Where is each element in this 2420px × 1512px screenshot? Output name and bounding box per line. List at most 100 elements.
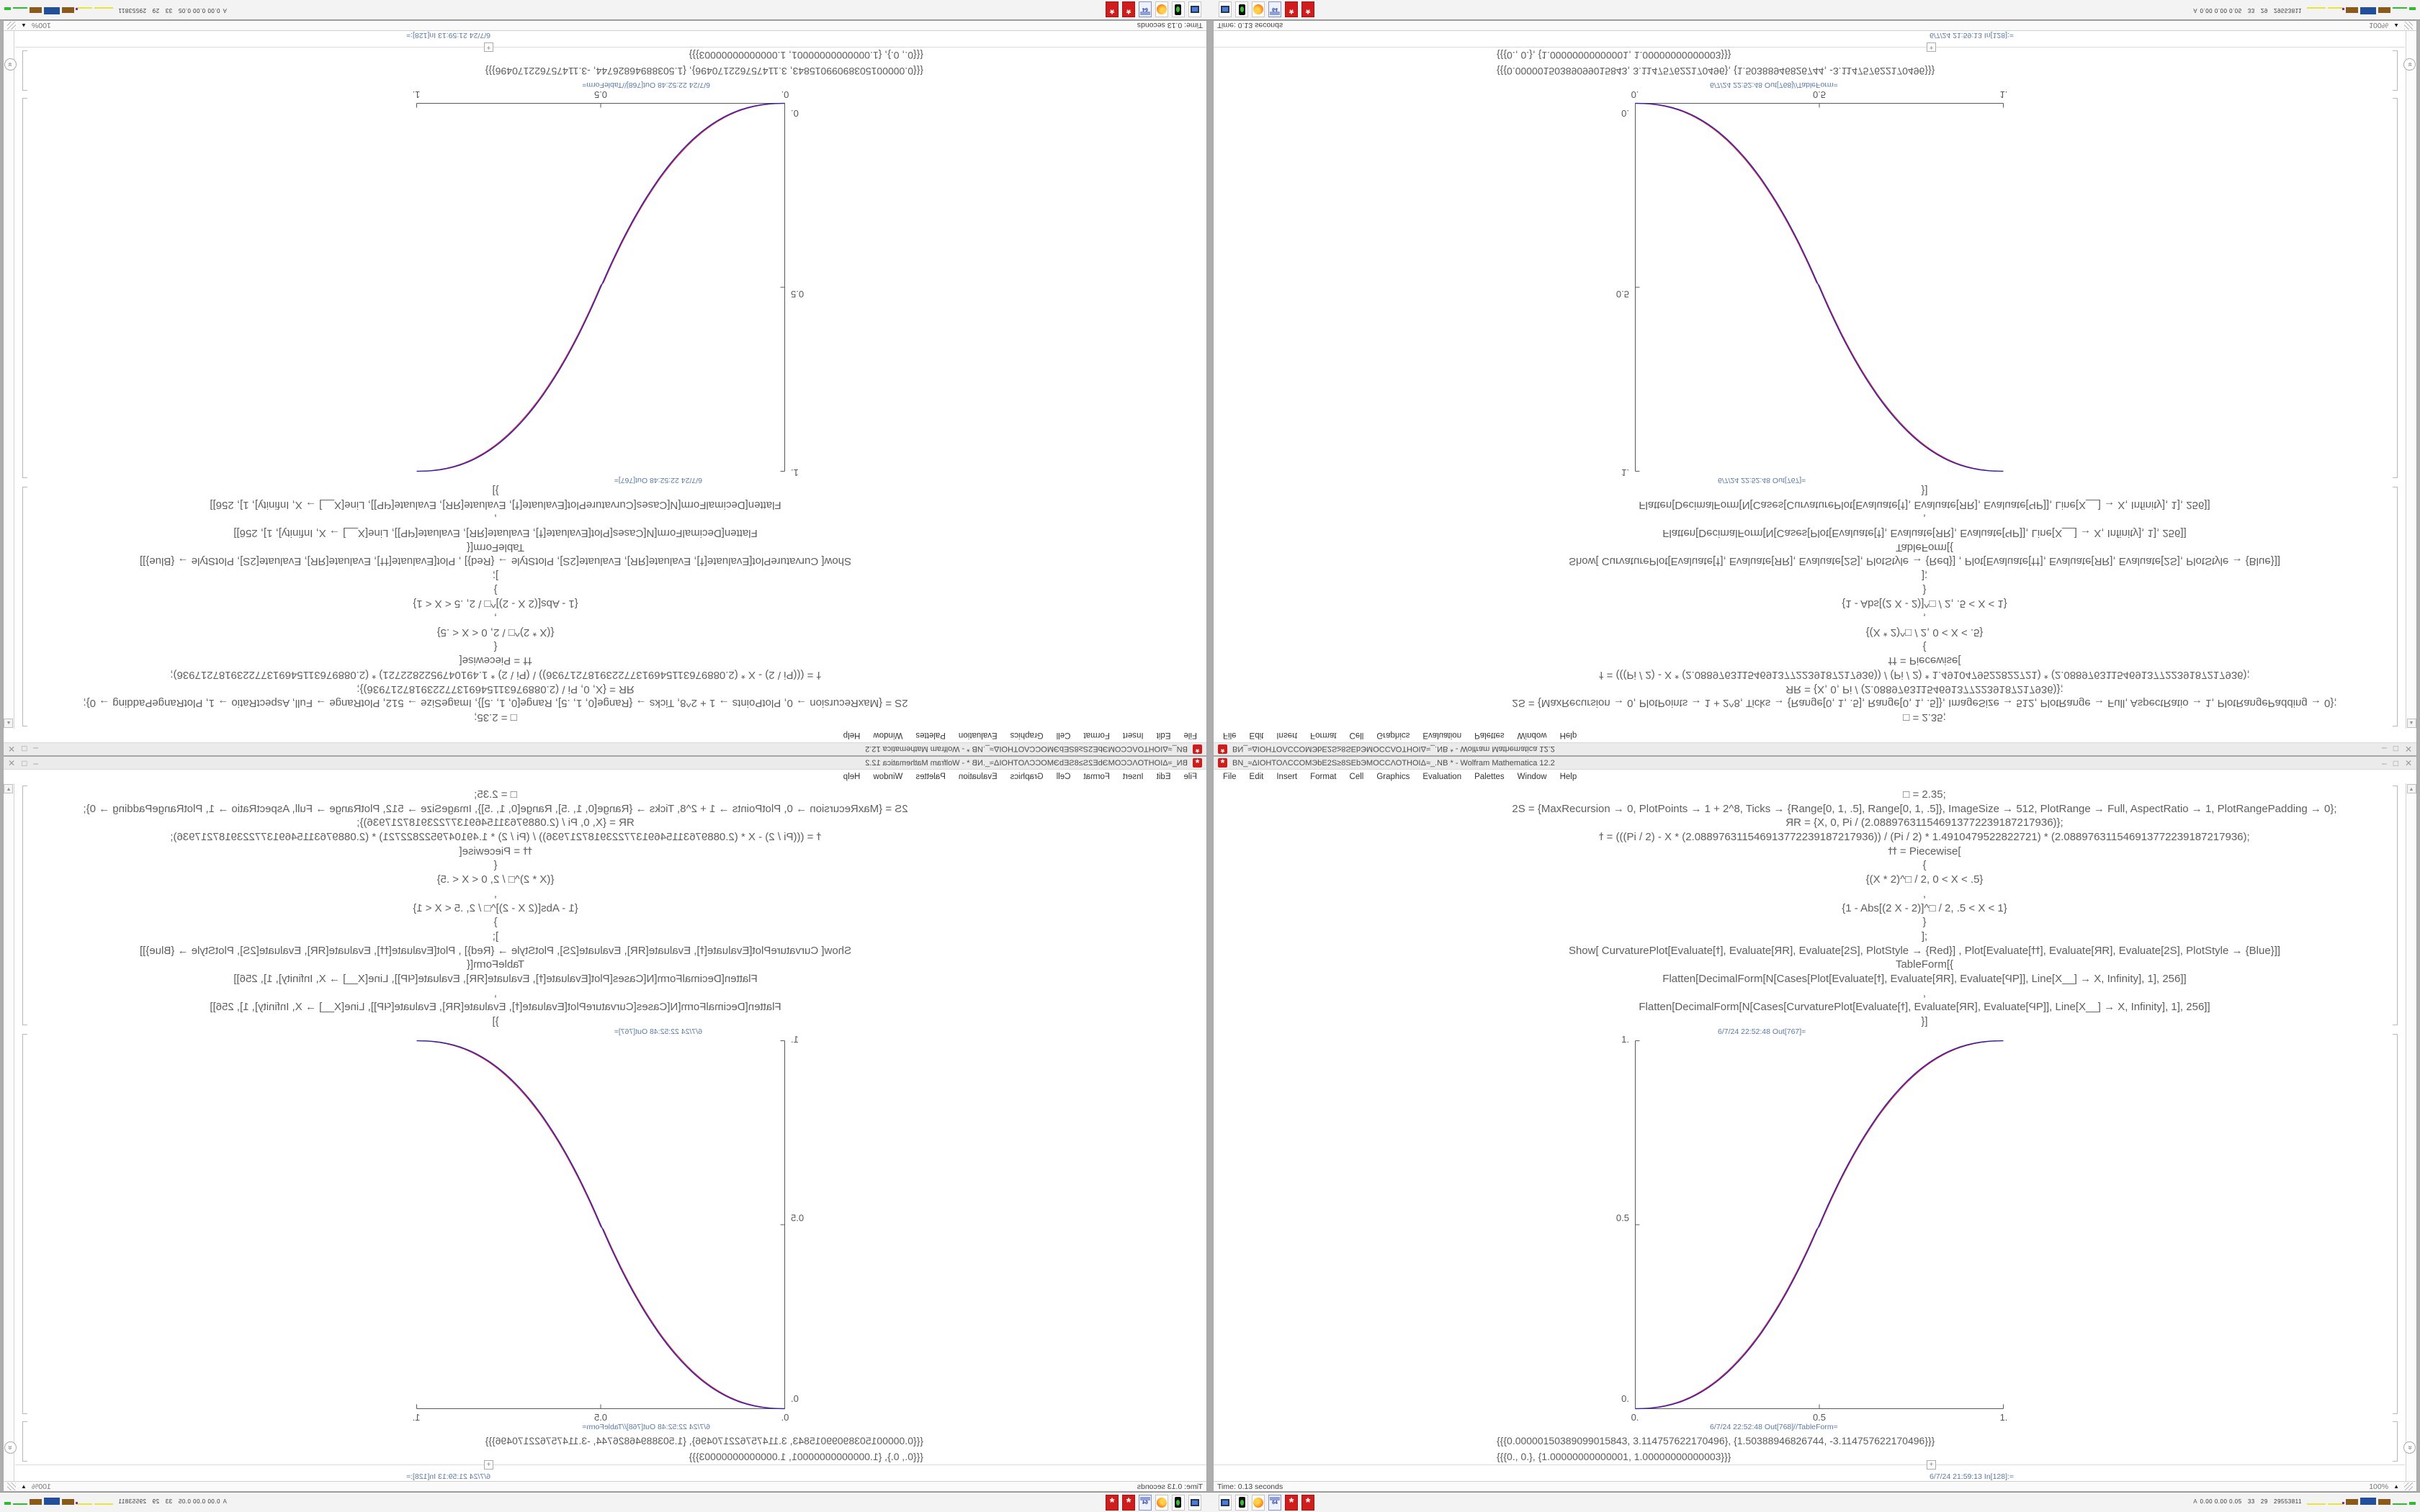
- scrollbar-up-arrow-icon[interactable]: ▲: [2406, 784, 2416, 793]
- scrollbar-up-arrow-icon[interactable]: ▲: [2406, 719, 2416, 728]
- menu-item[interactable]: Help: [843, 773, 861, 781]
- input-cell-line[interactable]: {: [1922, 859, 1927, 872]
- input-cell-line[interactable]: 2S = {MaxRecursion → 0, PlotPoints → 1 +…: [83, 697, 908, 710]
- menu-item[interactable]: Cell: [1349, 731, 1364, 739]
- display-settings-icon[interactable]: [1188, 1, 1201, 18]
- minimize-button[interactable]: –: [2382, 757, 2387, 768]
- cell-insertion-line[interactable]: +: [1214, 1460, 2405, 1470]
- mathematica-spikey-icon-2[interactable]: [1106, 1494, 1119, 1511]
- menu-item[interactable]: Graphics: [1010, 731, 1044, 739]
- xscreensaver-lamp-icon[interactable]: [1235, 1494, 1248, 1511]
- menu-item[interactable]: Cell: [1056, 731, 1071, 739]
- scroll-to-end-icon[interactable]: »: [4, 58, 17, 71]
- menu-item[interactable]: Edit: [1249, 773, 1264, 781]
- input-cell-line[interactable]: {: [493, 640, 498, 653]
- close-button[interactable]: ✕: [8, 744, 16, 755]
- input-cell-group[interactable]: □ = 2.35; 2S = {MaxRecursion → 0, PlotPoi…: [15, 788, 976, 1029]
- cell-insertion-marker[interactable]: +: [1927, 42, 1936, 52]
- menu-item[interactable]: Palettes: [1474, 773, 1505, 781]
- menu-item[interactable]: Edit: [1249, 731, 1264, 739]
- cell-bracket-table-output[interactable]: [22, 50, 27, 91]
- input-cell-line[interactable]: ,: [493, 513, 498, 526]
- menu-item[interactable]: Format: [1310, 731, 1337, 739]
- menu-item[interactable]: Edit: [1156, 731, 1171, 739]
- input-cell-line[interactable]: Flatten[DecimalForm[N[Cases[CurvaturePlo…: [1639, 1001, 2210, 1014]
- minimize-button[interactable]: –: [33, 744, 38, 755]
- magnification-level[interactable]: 100%: [31, 21, 51, 30]
- menu-item[interactable]: Palettes: [915, 773, 946, 781]
- mathematica-spikey-icon-2[interactable]: [1301, 1494, 1314, 1511]
- magnification-caret-icon[interactable]: ▲: [2393, 1483, 2399, 1490]
- close-button[interactable]: ✕: [2404, 744, 2412, 755]
- input-cell-line[interactable]: ϯ = (((Pi / 2) - X * (2.0889763115469137…: [170, 668, 821, 681]
- menu-item[interactable]: Graphics: [1376, 731, 1410, 739]
- input-cell-line[interactable]: TableForm[{: [1895, 958, 1954, 971]
- close-button[interactable]: ✕: [8, 757, 16, 768]
- magnification-level[interactable]: 100%: [31, 1482, 51, 1491]
- c64-floppy-icon[interactable]: 64: [1268, 1, 1281, 18]
- notebook-content[interactable]: □ = 2.35; 2S = {MaxRecursion → 0, PlotPoi…: [4, 31, 1206, 729]
- input-cell-line[interactable]: ,: [493, 612, 498, 625]
- input-cell-line[interactable]: {(X * 2)^□ / 2, 0 < X < .5}: [436, 626, 555, 639]
- input-cell-line[interactable]: ϯ = (((Pi / 2) - X * (2.0889763115469137…: [1599, 831, 2250, 844]
- xscreensaver-lamp-icon[interactable]: [1172, 1, 1185, 18]
- vertical-scrollbar[interactable]: ▲ »: [2403, 31, 2416, 729]
- xscreensaver-lamp-icon[interactable]: [1172, 1494, 1185, 1511]
- mathematica-spikey-icon-2[interactable]: [1106, 1, 1119, 18]
- input-cell-line[interactable]: }]: [1921, 485, 1928, 497]
- display-settings-icon[interactable]: [1188, 1494, 1201, 1511]
- input-cell-line[interactable]: ];: [1921, 570, 1928, 582]
- input-cell-line[interactable]: TableForm[{: [466, 958, 525, 971]
- input-cell-line[interactable]: ϯϯ = Piecewise[: [459, 845, 532, 858]
- cell-bracket-input-group[interactable]: [2393, 786, 2398, 1025]
- magnification-level[interactable]: 100%: [2369, 21, 2389, 30]
- mathematica-spikey-icon[interactable]: [1285, 1, 1298, 18]
- magnification-caret-icon[interactable]: ▲: [21, 22, 27, 29]
- scrollbar-up-arrow-icon[interactable]: ▲: [4, 719, 14, 728]
- menu-item[interactable]: File: [1223, 773, 1237, 781]
- menu-item[interactable]: Graphics: [1010, 773, 1044, 781]
- input-cell-line[interactable]: ,: [493, 986, 498, 999]
- menu-item[interactable]: File: [1223, 731, 1237, 739]
- input-cell-line[interactable]: {1 - Abs[(2 X - 2)]^□ / 2, .5 < X < 1}: [413, 901, 578, 914]
- input-cell-line[interactable]: ЯR = {X, 0, Pi / (2.08897631154691377223…: [1785, 683, 2063, 696]
- notebook-content[interactable]: □ = 2.35; 2S = {MaxRecursion → 0, PlotPoi…: [1214, 31, 2416, 729]
- cell-bracket-plot-output[interactable]: [22, 1034, 27, 1414]
- input-cell-line[interactable]: Flatten[DecimalForm[N[Cases[Plot[Evaluat…: [1662, 972, 2187, 985]
- scroll-to-end-icon[interactable]: »: [2403, 58, 2416, 71]
- input-cell-line[interactable]: Flatten[DecimalForm[N[Cases[CurvaturePlo…: [1639, 498, 2210, 511]
- resize-grip-icon[interactable]: [7, 22, 16, 30]
- input-cell-line[interactable]: }: [493, 916, 498, 929]
- close-button[interactable]: ✕: [2404, 757, 2412, 768]
- menu-item[interactable]: Window: [1517, 731, 1547, 739]
- input-cell-line[interactable]: Flatten[DecimalForm[N[Cases[Plot[Evaluat…: [233, 972, 758, 985]
- input-cell-line[interactable]: ];: [492, 570, 499, 582]
- input-cell-line[interactable]: ,: [493, 887, 498, 900]
- menu-item[interactable]: Help: [1559, 773, 1577, 781]
- cell-bracket-input-group[interactable]: [22, 786, 27, 1025]
- input-cell-line[interactable]: }]: [1921, 1015, 1928, 1027]
- minimize-button[interactable]: –: [2382, 744, 2387, 755]
- menu-item[interactable]: Window: [873, 773, 903, 781]
- input-cell-line[interactable]: Flatten[DecimalForm[N[Cases[Plot[Evaluat…: [1662, 527, 2187, 540]
- input-cell-line[interactable]: Flatten[DecimalForm[N[Cases[CurvaturePlo…: [210, 498, 781, 511]
- maximize-button[interactable]: □: [22, 757, 27, 768]
- input-cell-line[interactable]: }]: [492, 1015, 499, 1027]
- input-cell-group[interactable]: □ = 2.35; 2S = {MaxRecursion → 0, PlotPoi…: [15, 483, 976, 724]
- input-cell-line[interactable]: TableForm[{: [1895, 541, 1954, 554]
- menu-item[interactable]: File: [1183, 731, 1197, 739]
- firefox-icon[interactable]: [1155, 1494, 1168, 1511]
- input-cell-line[interactable]: ЯR = {X, 0, Pi / (2.08897631154691377223…: [357, 683, 635, 696]
- input-cell-line[interactable]: {: [1922, 640, 1927, 653]
- input-cell-line[interactable]: }: [493, 583, 498, 596]
- scroll-to-end-icon[interactable]: »: [2403, 1441, 2416, 1454]
- cell-bracket-plot-output[interactable]: [2393, 1034, 2398, 1414]
- menu-item[interactable]: Insert: [1276, 731, 1298, 739]
- input-cell-line[interactable]: ϯϯ = Piecewise[: [1888, 654, 1961, 667]
- c64-floppy-icon[interactable]: 64: [1268, 1494, 1281, 1511]
- cell-bracket-input-group[interactable]: [2393, 487, 2398, 726]
- scrollbar-up-arrow-icon[interactable]: ▲: [4, 784, 14, 793]
- menu-item[interactable]: Insert: [1276, 773, 1298, 781]
- firefox-icon[interactable]: [1252, 1494, 1265, 1511]
- menu-item[interactable]: Palettes: [915, 731, 946, 739]
